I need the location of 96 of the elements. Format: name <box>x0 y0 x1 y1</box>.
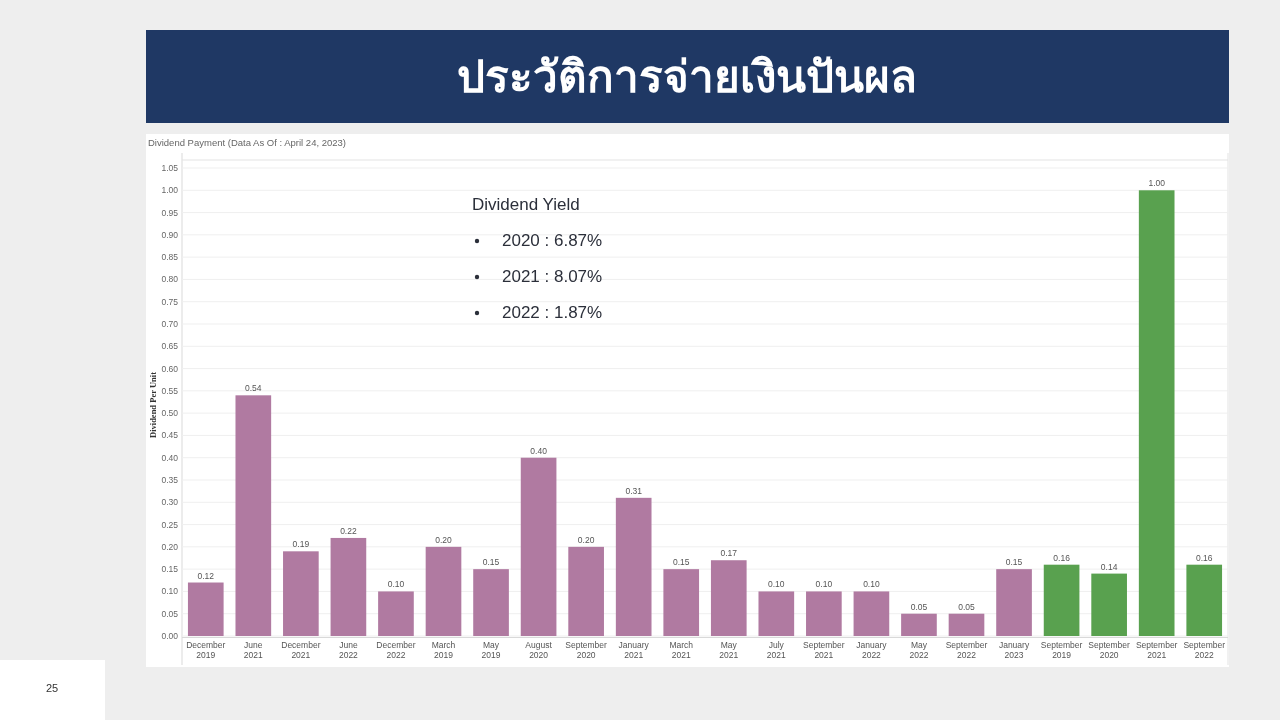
data-label: 0.15 <box>672 557 690 568</box>
annotation: 2020 : 6.87% <box>502 231 603 250</box>
bar <box>901 613 937 636</box>
data-label: 0.15 <box>482 557 500 568</box>
y-tick-label: 0.10 <box>161 586 179 597</box>
data-label: 1.00 <box>1148 178 1166 189</box>
bar <box>235 395 272 636</box>
x-tick-label: September 2022 <box>1183 640 1226 660</box>
x-tick-label: September 2021 <box>803 640 845 660</box>
chart-title: ประวัติการจ่ายเงินปันผล <box>457 51 917 102</box>
data-label: 0.12 <box>197 570 215 581</box>
bar <box>710 560 747 636</box>
y-tick-label: 0.20 <box>161 541 179 552</box>
chart-subtitle: Dividend Payment (Data As Of : April 24, 2023) <box>148 137 347 148</box>
x-tick-label: January 2021 <box>618 640 650 660</box>
y-tick-label: 0.85 <box>161 252 179 263</box>
y-axis-title: Dividend Per Unit <box>148 371 158 438</box>
bar <box>1186 564 1223 636</box>
bar <box>330 537 367 636</box>
data-label: 0.15 <box>1005 557 1023 568</box>
x-tick-label: July 2021 <box>766 640 787 660</box>
bar <box>1138 190 1175 636</box>
data-label: 0.16 <box>1053 552 1071 563</box>
data-label: 0.05 <box>910 601 928 612</box>
bar <box>473 569 509 636</box>
bar <box>1043 564 1080 636</box>
x-tick-label: June 2021 <box>243 640 264 660</box>
bar <box>568 546 604 636</box>
x-tick-label: December 2022 <box>376 640 416 660</box>
y-tick-label: 0.55 <box>161 385 179 396</box>
y-tick-label: 0.40 <box>161 452 179 463</box>
data-label: 0.31 <box>625 485 643 496</box>
x-tick-label: May 2019 <box>481 640 501 660</box>
x-tick-label: June 2022 <box>338 640 359 660</box>
y-tick-label: 0.70 <box>161 319 179 329</box>
data-label: 0.22 <box>340 525 357 536</box>
data-label: 0.20 <box>435 534 453 545</box>
y-tick-label: 0.65 <box>161 341 179 352</box>
x-tick-label: December 2019 <box>186 640 226 660</box>
bar <box>806 591 842 636</box>
bar <box>425 546 462 636</box>
y-tick-label: 0.35 <box>161 475 179 485</box>
bar <box>520 457 557 636</box>
bar <box>187 582 224 636</box>
annotation: 2022 : 1.87% <box>502 303 603 322</box>
y-tick-label: 0.60 <box>161 363 179 374</box>
y-tick-label: 0.95 <box>161 207 179 218</box>
bar <box>378 591 414 636</box>
data-label: 0.05 <box>958 601 976 612</box>
x-tick-label: May 2022 <box>909 640 929 660</box>
y-tick-label: 0.50 <box>161 408 179 419</box>
bar <box>283 551 319 636</box>
y-tick-label: 0.00 <box>161 631 179 641</box>
x-tick-label: December 2021 <box>281 640 321 660</box>
y-tick-label: 1.00 <box>161 185 179 196</box>
x-tick-label: September 2019 <box>1040 640 1083 660</box>
x-tick-label: January 2022 <box>856 640 888 660</box>
x-tick-label: May 2021 <box>719 640 739 660</box>
data-label: 0.14 <box>1100 561 1118 572</box>
bar <box>996 569 1032 636</box>
x-tick-label: January 2023 <box>998 640 1030 660</box>
x-tick-label: September 2021 <box>1135 640 1178 660</box>
bar <box>948 613 985 636</box>
bar <box>853 591 890 636</box>
y-tick-label: 0.30 <box>161 497 179 508</box>
y-tick-label: 0.25 <box>161 519 179 530</box>
y-tick-label: 0.15 <box>161 564 179 575</box>
y-tick-label: 0.05 <box>161 608 179 619</box>
x-tick-label: March 2019 <box>431 640 456 660</box>
data-label: 0.10 <box>768 579 785 590</box>
y-tick-label: 0.45 <box>161 430 179 441</box>
data-label: 0.19 <box>292 539 310 550</box>
x-tick-label: March 2021 <box>669 640 694 660</box>
bar <box>615 497 652 636</box>
data-label: 0.10 <box>863 579 880 590</box>
data-label: 0.40 <box>530 445 548 456</box>
text: 25 <box>45 682 59 694</box>
y-tick-label: 0.75 <box>161 296 179 307</box>
bar <box>758 591 795 636</box>
annotation: Dividend Yield <box>472 195 580 214</box>
data-label: 0.20 <box>577 534 595 545</box>
bar <box>663 569 700 636</box>
y-tick-label: 1.05 <box>161 163 179 173</box>
y-tick-label: 0.90 <box>161 229 179 240</box>
data-label: 0.17 <box>720 548 738 559</box>
data-label: 0.16 <box>1195 552 1213 563</box>
x-tick-label: September 2022 <box>945 640 988 660</box>
data-label: 0.54 <box>245 383 262 394</box>
annotation: 2021 : 8.07% <box>502 267 603 286</box>
x-tick-label: September 2020 <box>565 640 608 660</box>
y-tick-label: 0.80 <box>161 274 179 285</box>
x-tick-label: August 2020 <box>525 640 553 660</box>
bar <box>1091 573 1127 636</box>
data-label: 0.10 <box>387 579 405 590</box>
x-tick-label: September 2020 <box>1088 640 1131 660</box>
data-label: 0.10 <box>815 579 833 590</box>
